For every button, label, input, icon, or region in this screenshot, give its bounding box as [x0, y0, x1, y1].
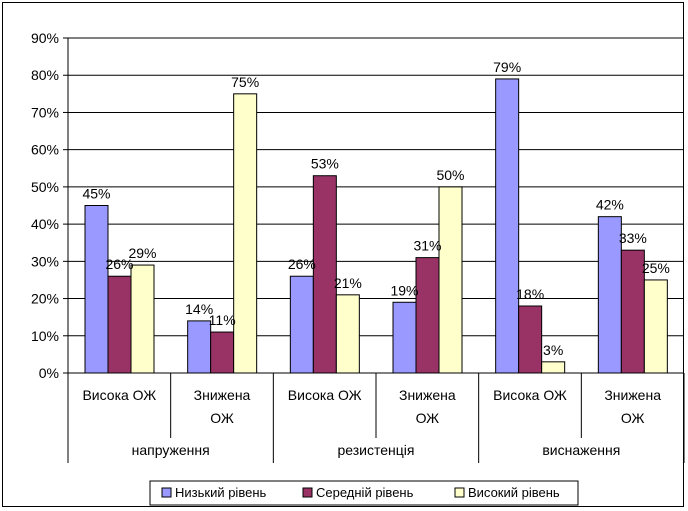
- y-tick-label: 60%: [31, 142, 59, 158]
- y-tick-label: 30%: [31, 253, 59, 269]
- bar: [643, 279, 668, 374]
- legend-label: Високий рівень: [468, 485, 560, 500]
- y-tick-label: 40%: [31, 216, 59, 232]
- bar: [233, 93, 258, 374]
- data-label: 3%: [543, 342, 563, 358]
- bar: [541, 361, 566, 374]
- category-label: ОЖ: [210, 410, 234, 426]
- category-label: Знижена: [194, 387, 251, 403]
- category-label: Знижена: [604, 387, 661, 403]
- data-label: 11%: [209, 312, 236, 328]
- y-tick-label: 50%: [31, 179, 59, 195]
- bar: [518, 305, 543, 374]
- data-labels: 45% 14% 26% 19% 79% 42% 26% 11% 53% 31% 18% 33% 29% 7…: [82, 59, 669, 358]
- y-tick-label: 0%: [39, 365, 59, 381]
- data-label: 42%: [596, 197, 624, 213]
- data-label: 33%: [619, 230, 647, 246]
- bar: [335, 294, 360, 374]
- bar: [130, 264, 155, 374]
- data-label: 26%: [105, 256, 133, 272]
- data-label: 14%: [185, 301, 213, 317]
- category-label: Висока ОЖ: [288, 387, 362, 403]
- data-label: 45%: [82, 186, 110, 202]
- gridlines: [68, 37, 684, 337]
- bar: [210, 331, 235, 374]
- chart-frame: [2, 2, 684, 507]
- group-label: резистенція: [338, 442, 415, 458]
- data-label: 21%: [334, 275, 362, 291]
- bar: [107, 275, 132, 374]
- data-label: 25%: [642, 260, 670, 276]
- y-tick-label: 70%: [31, 104, 59, 120]
- category-label: Висока ОЖ: [493, 387, 567, 403]
- y-tick-label: 80%: [31, 67, 59, 83]
- legend-label: Середній рівень: [316, 485, 414, 500]
- data-label: 29%: [128, 245, 156, 261]
- bar: [187, 320, 212, 374]
- group-label: напруження: [132, 442, 210, 458]
- legend-swatch: [454, 487, 465, 498]
- category-label: Висока ОЖ: [82, 387, 156, 403]
- data-label: 75%: [231, 74, 259, 90]
- data-label: 18%: [516, 286, 544, 302]
- data-label: 79%: [493, 59, 521, 75]
- category-label: ОЖ: [416, 410, 440, 426]
- data-label: 53%: [311, 156, 339, 172]
- bar: [495, 78, 520, 374]
- bar: [392, 301, 417, 374]
- bar: [415, 257, 440, 374]
- legend-swatch: [302, 487, 313, 498]
- category-label: Знижена: [399, 387, 456, 403]
- bar: [84, 205, 109, 374]
- group-label: виснаження: [542, 442, 620, 458]
- bar: [438, 186, 463, 374]
- legend-swatch: [161, 487, 172, 498]
- legend-box: [149, 480, 579, 506]
- data-label: 31%: [413, 238, 441, 254]
- y-tick-label: 90%: [31, 30, 59, 46]
- bar: [289, 275, 314, 374]
- bars: [84, 78, 668, 374]
- data-label: 50%: [436, 167, 464, 183]
- data-label: 19%: [390, 282, 418, 298]
- axes: 0% 10% 20% 30% 40% 50% 60% 70% 80% 90% Висока ОЖ Зн…: [31, 30, 685, 463]
- data-label: 26%: [288, 256, 316, 272]
- legend: Низький рівень Середній рівень Високий рів…: [149, 480, 579, 506]
- legend-label: Низький рівень: [175, 485, 266, 500]
- y-tick-label: 20%: [31, 291, 59, 307]
- category-label: ОЖ: [621, 410, 645, 426]
- y-tick-label: 10%: [31, 328, 59, 344]
